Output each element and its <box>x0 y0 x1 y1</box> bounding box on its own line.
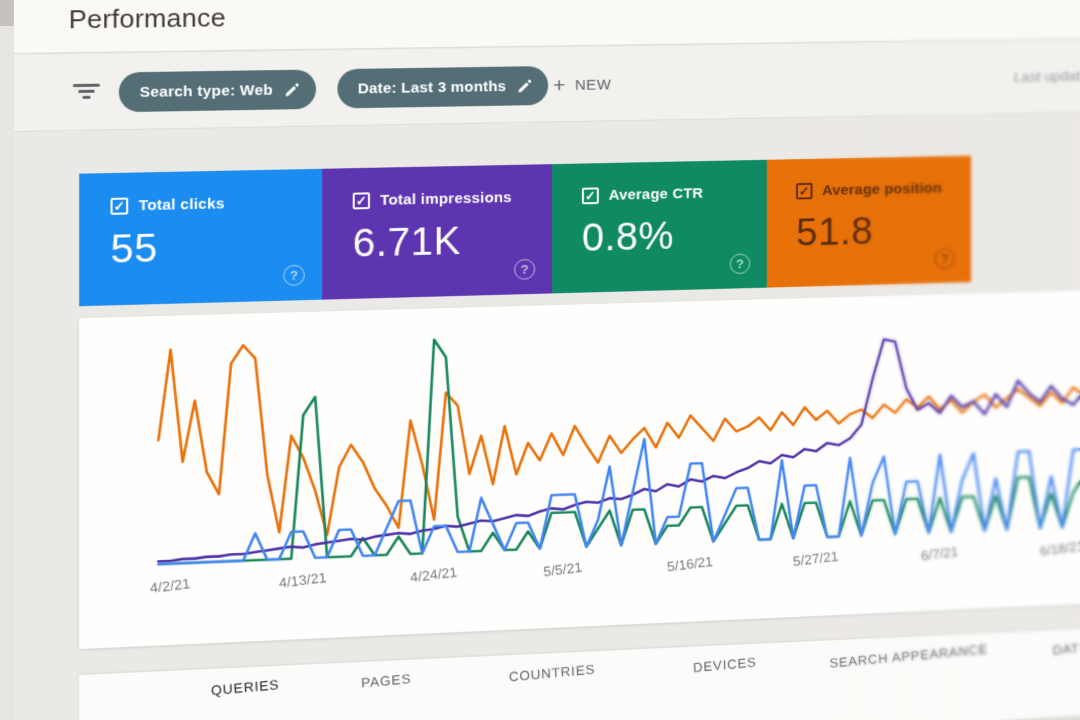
total-clicks-checkbox[interactable]: ✓ <box>110 197 129 215</box>
total-clicks-label: Total clicks <box>138 195 225 215</box>
help-icon[interactable]: ? <box>283 264 305 286</box>
average-ctr-value: 0.8% <box>581 214 675 260</box>
x-tick-label: 4/2/21 <box>149 575 191 596</box>
performance-chart-card: 4/2/21 4/13/21 4/24/21 5/5/21 5/16/21 5/27/21… <box>79 287 1080 650</box>
x-tick-label: 4/13/21 <box>278 569 327 591</box>
tab-dates[interactable]: DATES <box>1047 638 1080 659</box>
tab-pages[interactable]: PAGES <box>355 670 418 692</box>
date-range-chip-label: Date: Last 3 months <box>357 77 507 97</box>
date-range-chip[interactable]: Date: Last 3 months <box>337 65 549 109</box>
last-updated-text: Last updated: 5 hour <box>1013 67 1080 86</box>
average-position-checkbox[interactable]: ✓ <box>796 182 813 200</box>
screen-left-edge <box>0 0 14 720</box>
x-tick-label: 6/18/21 <box>1039 538 1080 559</box>
total-impressions-value: 6.71K <box>352 219 462 266</box>
total-impressions-label: Total impressions <box>380 189 512 209</box>
total-impressions-card[interactable]: ✓ Total impressions 6.71K ? <box>322 164 553 300</box>
tab-queries[interactable]: QUERIES <box>204 676 285 700</box>
plus-icon: + <box>553 74 566 98</box>
x-tick-label: 4/24/21 <box>409 564 458 586</box>
page-title: Performance <box>68 2 226 35</box>
average-position-value: 51.8 <box>796 210 874 255</box>
tab-devices[interactable]: DEVICES <box>687 653 763 676</box>
search-type-chip[interactable]: Search type: Web <box>118 69 316 113</box>
series-clicks-line <box>158 318 1080 564</box>
total-clicks-card[interactable]: ✓ Total clicks 55 ? <box>79 168 323 307</box>
tab-countries[interactable]: COUNTRIES <box>502 660 601 685</box>
tab-search-appearance[interactable]: SEARCH APPEARANCE <box>823 641 993 673</box>
total-clicks-value: 55 <box>110 226 158 272</box>
average-ctr-label: Average CTR <box>608 185 704 204</box>
help-icon[interactable]: ? <box>514 258 536 280</box>
x-tick-label: 5/16/21 <box>666 553 713 574</box>
edit-pencil-icon <box>517 78 532 93</box>
average-position-label: Average position <box>822 180 942 199</box>
help-icon[interactable]: ? <box>934 248 955 269</box>
average-ctr-checkbox[interactable]: ✓ <box>581 187 599 205</box>
help-icon[interactable]: ? <box>729 253 751 275</box>
total-impressions-checkbox[interactable]: ✓ <box>352 192 370 210</box>
photo-corner-shadow <box>0 0 14 26</box>
average-ctr-card[interactable]: ✓ Average CTR 0.8% ? <box>552 159 767 294</box>
search-type-chip-label: Search type: Web <box>139 81 273 101</box>
x-tick-label: 5/27/21 <box>792 548 839 569</box>
search-console-performance-screen: Performance Search type: Web <box>14 0 1080 720</box>
x-tick-label: 6/7/21 <box>920 543 959 563</box>
new-filter-label: NEW <box>574 76 612 94</box>
edit-pencil-icon <box>284 82 299 97</box>
new-filter-button[interactable]: + NEW <box>547 74 617 97</box>
filter-icon[interactable] <box>72 83 101 100</box>
x-tick-label: 5/5/21 <box>543 559 583 579</box>
average-position-card[interactable]: ✓ Average position 51.8 ? <box>766 155 972 288</box>
filter-bar: Search type: Web Date: Last 3 months + N… <box>14 37 1080 132</box>
performance-line-chart: 4/2/21 4/13/21 4/24/21 5/5/21 5/16/21 5/27/21… <box>149 308 1080 596</box>
